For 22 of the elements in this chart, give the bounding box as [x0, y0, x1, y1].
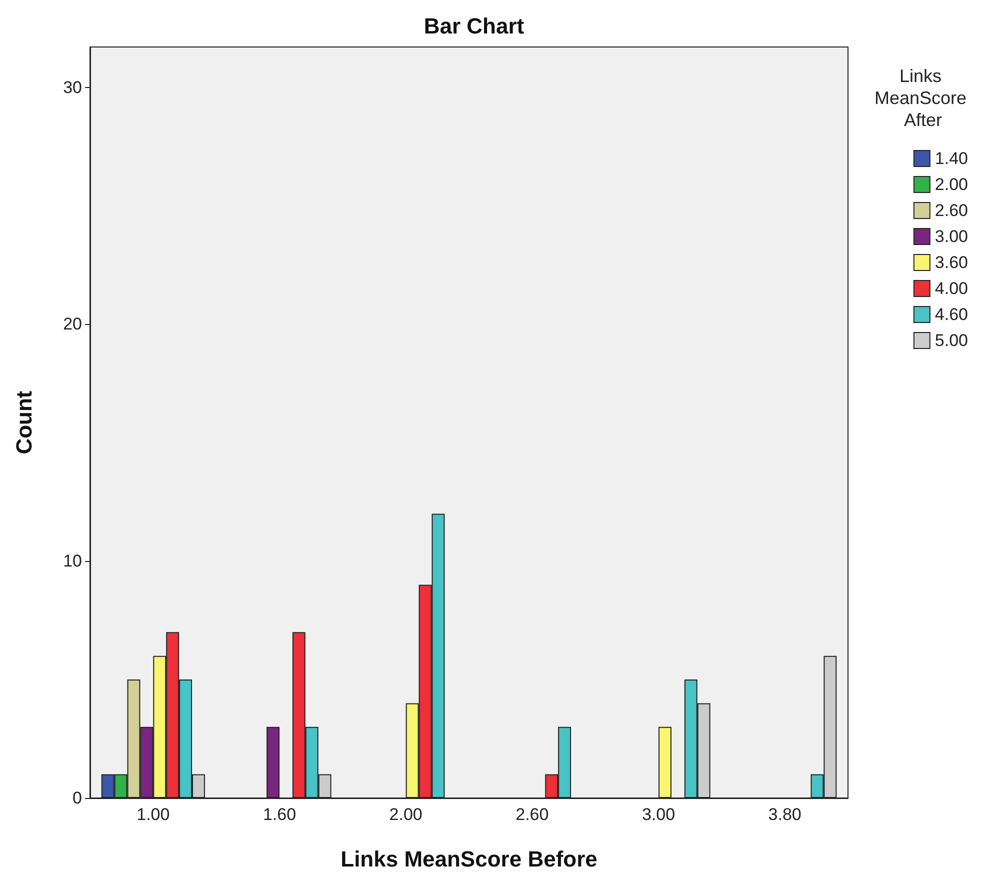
x-tick-label: 3.80 [768, 805, 802, 824]
legend-title: Links MeanScore After [874, 66, 972, 130]
x-tick-label: 3.00 [642, 805, 676, 824]
y-tick-label: 30 [63, 78, 82, 97]
x-tick-label: 1.00 [136, 805, 170, 824]
x-tick-label: 2.00 [389, 805, 422, 824]
legend-label: 3.60 [934, 253, 968, 272]
x-tick-label: 1.60 [262, 805, 296, 824]
legend-label: 1.40 [934, 149, 968, 168]
chart-title: Bar Chart [424, 14, 525, 38]
x-axis-title: Links MeanScore Before [340, 846, 598, 872]
y-tick-label: 0 [72, 788, 82, 808]
legend-label: 3.00 [934, 227, 968, 246]
legend-label: 2.60 [934, 201, 968, 220]
legend-label: 4.60 [934, 305, 968, 324]
legend-label: 5.00 [934, 331, 968, 350]
x-tick-label: 2.60 [516, 805, 549, 824]
y-tick-label: 20 [63, 314, 82, 334]
legend-label: 4.00 [934, 279, 968, 298]
y-tick-label: 10 [63, 552, 82, 571]
legend-label: 2.00 [934, 175, 968, 194]
y-axis-title: Count [12, 390, 36, 454]
